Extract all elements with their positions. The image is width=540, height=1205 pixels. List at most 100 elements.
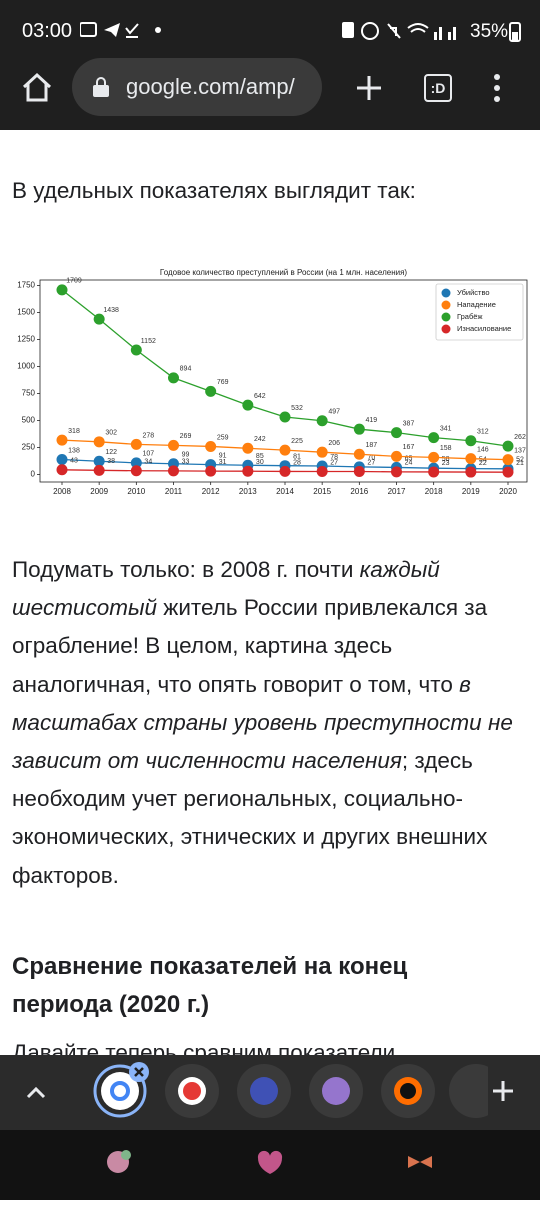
nav-icons [107,1150,432,1174]
data-label: 302 [105,430,117,437]
y-tick-label: 750 [22,389,36,398]
point [93,464,105,476]
data-label: 21 [516,460,524,467]
plot-frame [39,279,528,483]
x-tick-label: 2015 [313,487,331,496]
point [56,434,68,446]
legend-marker [441,288,451,298]
x-tick-label: 2011 [165,487,183,496]
point [502,466,514,478]
data-label: 27 [367,459,375,466]
data-label: 262 [514,434,526,441]
data-label: 65 [405,455,413,462]
data-label: 52 [516,457,524,464]
data-label: 318 [68,428,80,435]
address-bar[interactable]: google.com/amp/ [72,58,322,116]
data-label: 54 [479,456,487,463]
x-tick-label: 2017 [388,487,406,496]
data-label: 99 [182,452,190,459]
bubble-bar [0,1055,540,1130]
data-label: 1709 [66,278,82,285]
point [391,466,402,478]
data-label: 58 [442,456,450,463]
data-label: 122 [105,449,117,456]
text-run: Подумать только: в 2008 г. почти [12,557,360,582]
data-label: 138 [68,447,80,454]
point [465,453,477,465]
data-label: 259 [217,434,229,441]
section-heading: Сравнение показателей на конец периода (… [12,953,408,1018]
data-label: 137 [514,447,526,454]
point [93,313,105,325]
google-bubble[interactable] [101,1072,139,1110]
point [56,454,68,466]
add-bubble[interactable] [493,1081,513,1101]
new-tab-button[interactable] [354,73,384,103]
point [353,423,365,435]
data-label: 70 [367,455,375,462]
point [56,284,68,296]
menu-button[interactable] [488,72,506,104]
data-label: 532 [291,405,303,412]
active-bubble-ring[interactable] [93,1064,147,1118]
x-tick-label: 2020 [499,487,517,496]
clock: 03:00 [22,20,73,42]
data-label: 312 [477,429,489,436]
y-tick-label: 250 [22,443,36,452]
home-button[interactable] [20,72,54,104]
x-tick-label: 2009 [90,487,108,496]
battery-level: 35% [470,21,509,42]
data-label: 278 [142,432,154,439]
legend-marker [441,300,451,310]
x-tick-label: 2010 [127,487,145,496]
data-label: 43 [70,458,78,465]
legend-label: Убийство [457,288,490,297]
legend-box [435,283,524,341]
point [316,446,328,458]
chart-title: Годовое количество преступлений в России… [160,268,408,277]
text-run: ; здесь необходим учет региональных, соц… [12,748,488,888]
x-tick-label: 2018 [425,487,443,496]
data-label: 1152 [141,338,156,345]
point [56,464,68,476]
collapse-button[interactable] [26,1086,46,1099]
url-text: google.com/amp/ [126,74,295,99]
nav-button[interactable] [257,1150,283,1174]
point [130,438,142,450]
system-icons [342,22,456,40]
point [242,399,254,411]
point [279,465,291,477]
status-bar: 03:00 35% [0,0,540,60]
data-label: 341 [440,425,452,432]
data-label: 81 [293,454,301,461]
data-label: 167 [403,444,415,451]
y-tick-label: 1500 [17,308,35,317]
point [130,457,142,469]
data-label: 497 [328,409,340,416]
data-label: 642 [254,393,266,400]
legend-label: Грабёж [457,312,482,321]
x-tick-label: 2014 [276,487,294,496]
point [353,466,365,478]
data-label: 158 [440,445,452,452]
data-label: 38 [107,458,115,465]
navigation-bar [0,1130,540,1200]
point [205,385,217,397]
point [316,466,328,478]
tab-switcher[interactable]: :D [424,74,452,102]
nav-button[interactable] [408,1156,432,1168]
point [502,454,514,466]
data-label: 22 [479,460,487,467]
point [93,436,105,448]
data-label: 225 [291,438,303,445]
x-tick-label: 2013 [239,487,257,496]
data-label: 1438 [103,307,119,314]
data-label: 894 [180,366,192,373]
data-label: 30 [256,459,264,466]
point [391,427,402,439]
italic-run: каждый шестисотый [12,557,440,621]
data-label: 107 [142,451,154,458]
point [205,465,217,477]
data-label: 78 [330,454,338,461]
